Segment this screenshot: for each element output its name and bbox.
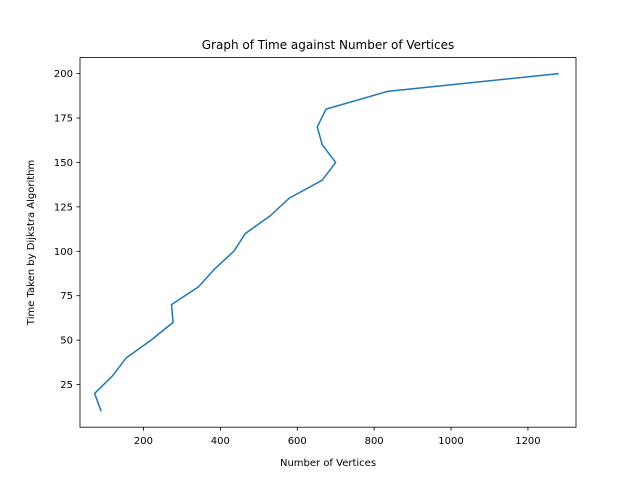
x-tick-label: 1000 — [438, 436, 463, 447]
y-tick-label: 175 — [54, 114, 73, 125]
y-tick-label: 125 — [54, 202, 73, 213]
series-layer — [93, 72, 559, 412]
y-tick-label: 100 — [54, 247, 73, 258]
x-tick-label: 600 — [288, 436, 307, 447]
y-tick-label: 25 — [60, 380, 73, 391]
y-axis-label: Time Taken by Dijkstra Algorithm — [26, 160, 37, 326]
y-axis-ticks: 25 50 75 100 125 150 175 200 — [54, 69, 80, 391]
y-tick-label: 75 — [60, 291, 73, 302]
y-tick-label: 150 — [54, 158, 73, 169]
y-tick-label: 50 — [60, 336, 73, 347]
axes-frame — [79, 57, 577, 428]
y-tick-label: 200 — [54, 69, 73, 80]
series-line-0 — [93, 72, 559, 412]
x-tick-label: 1200 — [515, 436, 540, 447]
x-tick-label: 800 — [365, 436, 384, 447]
chart-title: Graph of Time against Number of Vertices — [202, 38, 455, 52]
x-tick-label: 400 — [211, 436, 230, 447]
x-axis-ticks: 200 400 600 800 1000 1200 — [134, 427, 541, 447]
x-axis-label: Number of Vertices — [280, 458, 376, 469]
x-tick-label: 200 — [134, 436, 153, 447]
plot-area — [79, 57, 577, 428]
